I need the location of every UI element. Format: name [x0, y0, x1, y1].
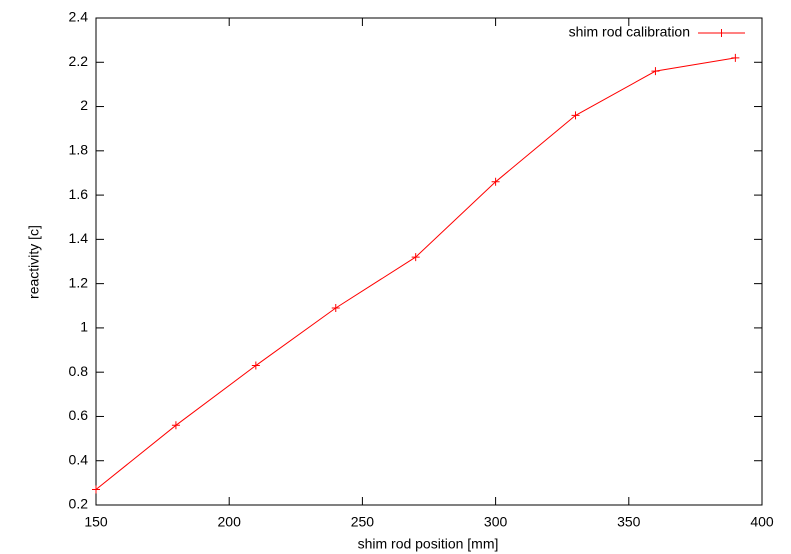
y-axis-label: reactivity [c]	[26, 225, 42, 299]
legend-marker	[717, 29, 726, 37]
y-tick-label: 0.6	[69, 407, 89, 423]
y-tick-label: 1	[80, 319, 88, 335]
x-tick-label: 200	[218, 514, 242, 530]
point-marker	[571, 111, 580, 120]
point-marker	[411, 253, 420, 262]
y-tick-label: 1.2	[69, 274, 89, 290]
y-tick-label: 2.2	[69, 53, 89, 69]
y-tick-label: 1.8	[69, 142, 89, 158]
legend-label: shim rod calibration	[569, 24, 690, 40]
x-tick-label: 300	[484, 514, 508, 530]
point-marker	[251, 361, 260, 370]
point-marker	[491, 177, 500, 186]
point-marker	[171, 421, 180, 430]
y-tick-label: 2	[80, 97, 88, 113]
series-line	[95, 57, 736, 490]
x-tick-label: 150	[84, 514, 108, 530]
y-tick-label: 0.2	[69, 496, 89, 512]
point-marker	[331, 303, 340, 312]
y-tick-label: 0.4	[69, 451, 89, 467]
x-tick-label: 250	[351, 514, 375, 530]
y-tick-label: 1.6	[69, 186, 89, 202]
point-marker	[731, 53, 740, 62]
y-tick-label: 0.8	[69, 363, 89, 379]
point-marker	[92, 485, 100, 494]
x-tick-label: 350	[617, 514, 641, 530]
x-axis-label: shim rod position [mm]	[358, 536, 499, 552]
plot-frame	[95, 17, 763, 506]
y-tick-label: 2.4	[69, 9, 89, 25]
y-tick-label: 1.4	[69, 230, 89, 246]
point-marker	[651, 67, 660, 76]
x-tick-label: 400	[750, 514, 774, 530]
